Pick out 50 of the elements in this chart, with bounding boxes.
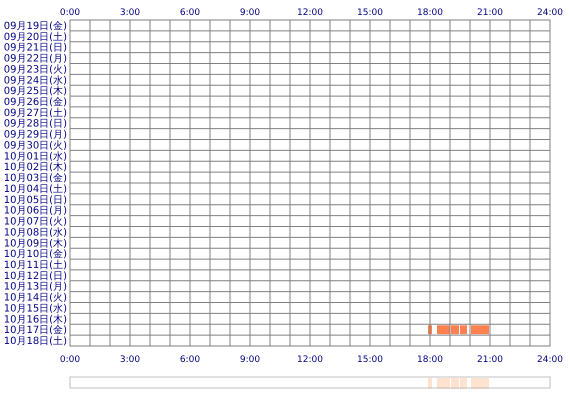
y-tick-label: 10月05日(日) [4,194,68,206]
x-tick-label: 6:00 [180,8,200,18]
bar [471,378,489,389]
y-tick-label: 10月03日(金) [4,172,68,184]
y-tick-label: 09月26日(金) [4,96,68,108]
y-tick-label: 10月11日(土) [4,259,68,271]
x2-tick-label: 21:00 [477,355,504,365]
y-tick-label: 10月07日(火) [4,216,68,228]
x-tick-label: 24:00 [537,8,564,18]
x-tick-label: 18:00 [417,8,444,18]
bar [428,378,432,389]
x-tick-label: 0:00 [60,8,80,18]
y-tick-label: 09月29日(月) [4,130,68,141]
y-tick-label: 09月28日(日) [4,118,68,130]
y-tick-label: 10月18日(土) [4,335,68,348]
y-tick-label: 10月17日(金) [4,324,68,336]
x-tick-label: 9:00 [240,8,260,18]
x2-tick-label: 3:00 [120,355,140,365]
y-tick-label: 10月06日(月) [4,206,68,217]
x2-tick-label: 12:00 [297,355,324,365]
y-tick-label: 10月15日(水) [4,302,68,314]
y-tick-label: 09月27日(土) [4,106,68,119]
y-tick-label: 10月02日(木) [4,161,68,174]
y-tick-label: 10月01日(水) [4,150,68,162]
y-tick-label: 09月23日(火) [4,63,68,76]
x-tick-label: 15:00 [357,8,384,18]
y-tick-label: 10月13日(月) [4,282,68,293]
x2-tick-label: 15:00 [357,355,384,365]
y-tick-label: 10月16日(木) [4,313,68,326]
y-tick-label: 09月19日(金) [4,20,68,32]
y-tick-label: 10月12日(日) [4,270,68,282]
y-tick-label: 09月25日(木) [4,85,68,98]
x-tick-label: 21:00 [477,8,504,18]
y-tick-label: 09月21日(日) [4,42,68,54]
y-tick-label: 09月30日(火) [4,139,68,152]
x-tick-label: 12:00 [297,8,324,18]
y-tick-label: 10月04日(土) [4,182,68,195]
x2-tick-label: 6:00 [180,355,200,365]
x2-tick-label: 0:00 [60,355,80,365]
y-tick-label: 10月10日(金) [4,248,68,260]
x2-tick-label: 18:00 [417,355,444,365]
y-tick-label: 09月24日(水) [4,74,68,86]
y-tick-label: 09月20日(土) [4,30,68,43]
y-tick-label: 10月09日(木) [4,237,68,250]
y-tick-label: 10月14日(火) [4,292,68,304]
x2-tick-label: 24:00 [537,355,564,365]
y-tick-label: 10月08日(水) [4,226,68,238]
x-tick-label: 3:00 [120,8,140,18]
x2-tick-label: 9:00 [240,355,260,365]
y-tick-label: 09月22日(月) [4,54,68,65]
